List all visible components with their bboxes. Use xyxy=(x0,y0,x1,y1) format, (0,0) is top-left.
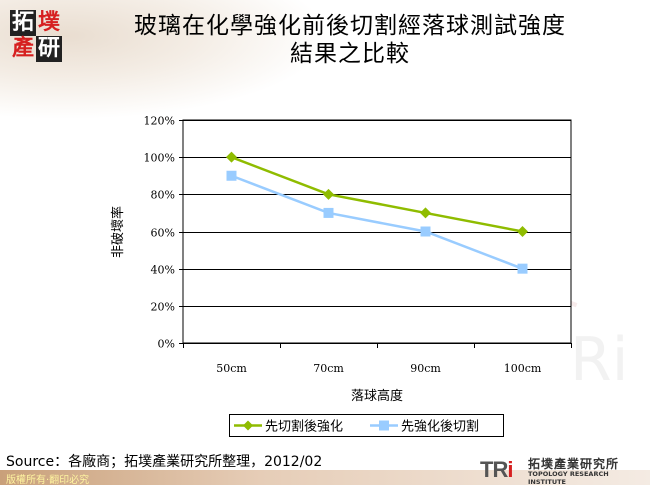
x-tick-label: 70cm xyxy=(313,362,344,375)
page-title: 玻璃在化學強化前後切割經落球測試強度 結果之比較 xyxy=(80,12,620,68)
square-marker xyxy=(517,263,528,274)
y-tick-label: 120% xyxy=(144,115,175,128)
chart-series xyxy=(226,151,528,274)
svg-text:Ri: Ri xyxy=(570,325,628,395)
legend-square-icon xyxy=(379,420,389,431)
diamond-marker xyxy=(517,226,528,237)
legend-label: 先切割後強化 xyxy=(265,419,343,435)
title-line-2: 結果之比較 xyxy=(290,41,410,67)
line-chart: 0% 20% 40% 60% 80% 100% 120% 50cm 70cm 90cm 100cm 落… xyxy=(110,115,572,437)
y-tick-label: 60% xyxy=(151,227,175,240)
brand-english-name: TOPOLOGY RESEARCH INSTITUTE xyxy=(528,470,609,486)
legend-box xyxy=(229,414,504,437)
series-line xyxy=(231,155,523,233)
square-marker xyxy=(323,207,334,218)
x-tick-label: 50cm xyxy=(216,362,247,375)
y-tick-label: 100% xyxy=(144,152,175,165)
title-line-1: 玻璃在化學強化前後切割經落球測試強度 xyxy=(134,13,566,39)
chart-gridlines xyxy=(182,119,572,344)
y-tick-label: 0% xyxy=(158,338,175,351)
y-axis-title: 非破壞率 xyxy=(110,206,126,258)
x-tick-label: 100cm xyxy=(504,362,542,375)
logo-char: 拓 xyxy=(10,10,36,36)
y-tick-label: 20% xyxy=(151,301,175,314)
x-tick-label: 90cm xyxy=(410,362,441,375)
diamond-marker xyxy=(420,207,431,219)
legend-diamond-icon xyxy=(243,420,253,431)
copyright-text: 版權所有‧翻印必究 xyxy=(6,475,90,486)
plot-area xyxy=(182,119,572,344)
chart-labels: 0% 20% 40% 60% 80% 100% 120% 50cm 70cm 90cm 100cm 落… xyxy=(110,115,542,405)
tri-mark: TRi xyxy=(480,457,513,482)
diamond-marker xyxy=(226,151,237,163)
brand-chinese-name: 拓墣產業研究所 xyxy=(528,457,620,471)
chart-axes xyxy=(179,120,572,348)
tri-logo: 拓 墣 產 研 xyxy=(10,10,62,62)
square-marker xyxy=(420,226,431,237)
logo-char: 墣 xyxy=(37,10,60,35)
y-tick-label: 80% xyxy=(151,189,175,202)
source-note: Source：各廠商；拓墣產業研究所整理，2012/02 xyxy=(6,454,323,470)
chart-legend: 先切割後強化 先強化後切割 xyxy=(229,414,504,437)
tri-brand-logo: TRi 拓墣產業研究所 TOPOLOGY RESEARCH INSTITUTE xyxy=(480,455,645,486)
legend-label: 先強化後切割 xyxy=(401,419,479,435)
y-tick-label: 40% xyxy=(151,264,175,277)
logo-char: 研 xyxy=(36,36,62,62)
footer-bar xyxy=(0,470,650,485)
x-axis-title: 落球高度 xyxy=(351,388,403,404)
diamond-marker xyxy=(323,188,334,200)
series-line xyxy=(231,174,523,270)
square-marker xyxy=(226,170,237,181)
logo-char: 產 xyxy=(11,36,34,61)
